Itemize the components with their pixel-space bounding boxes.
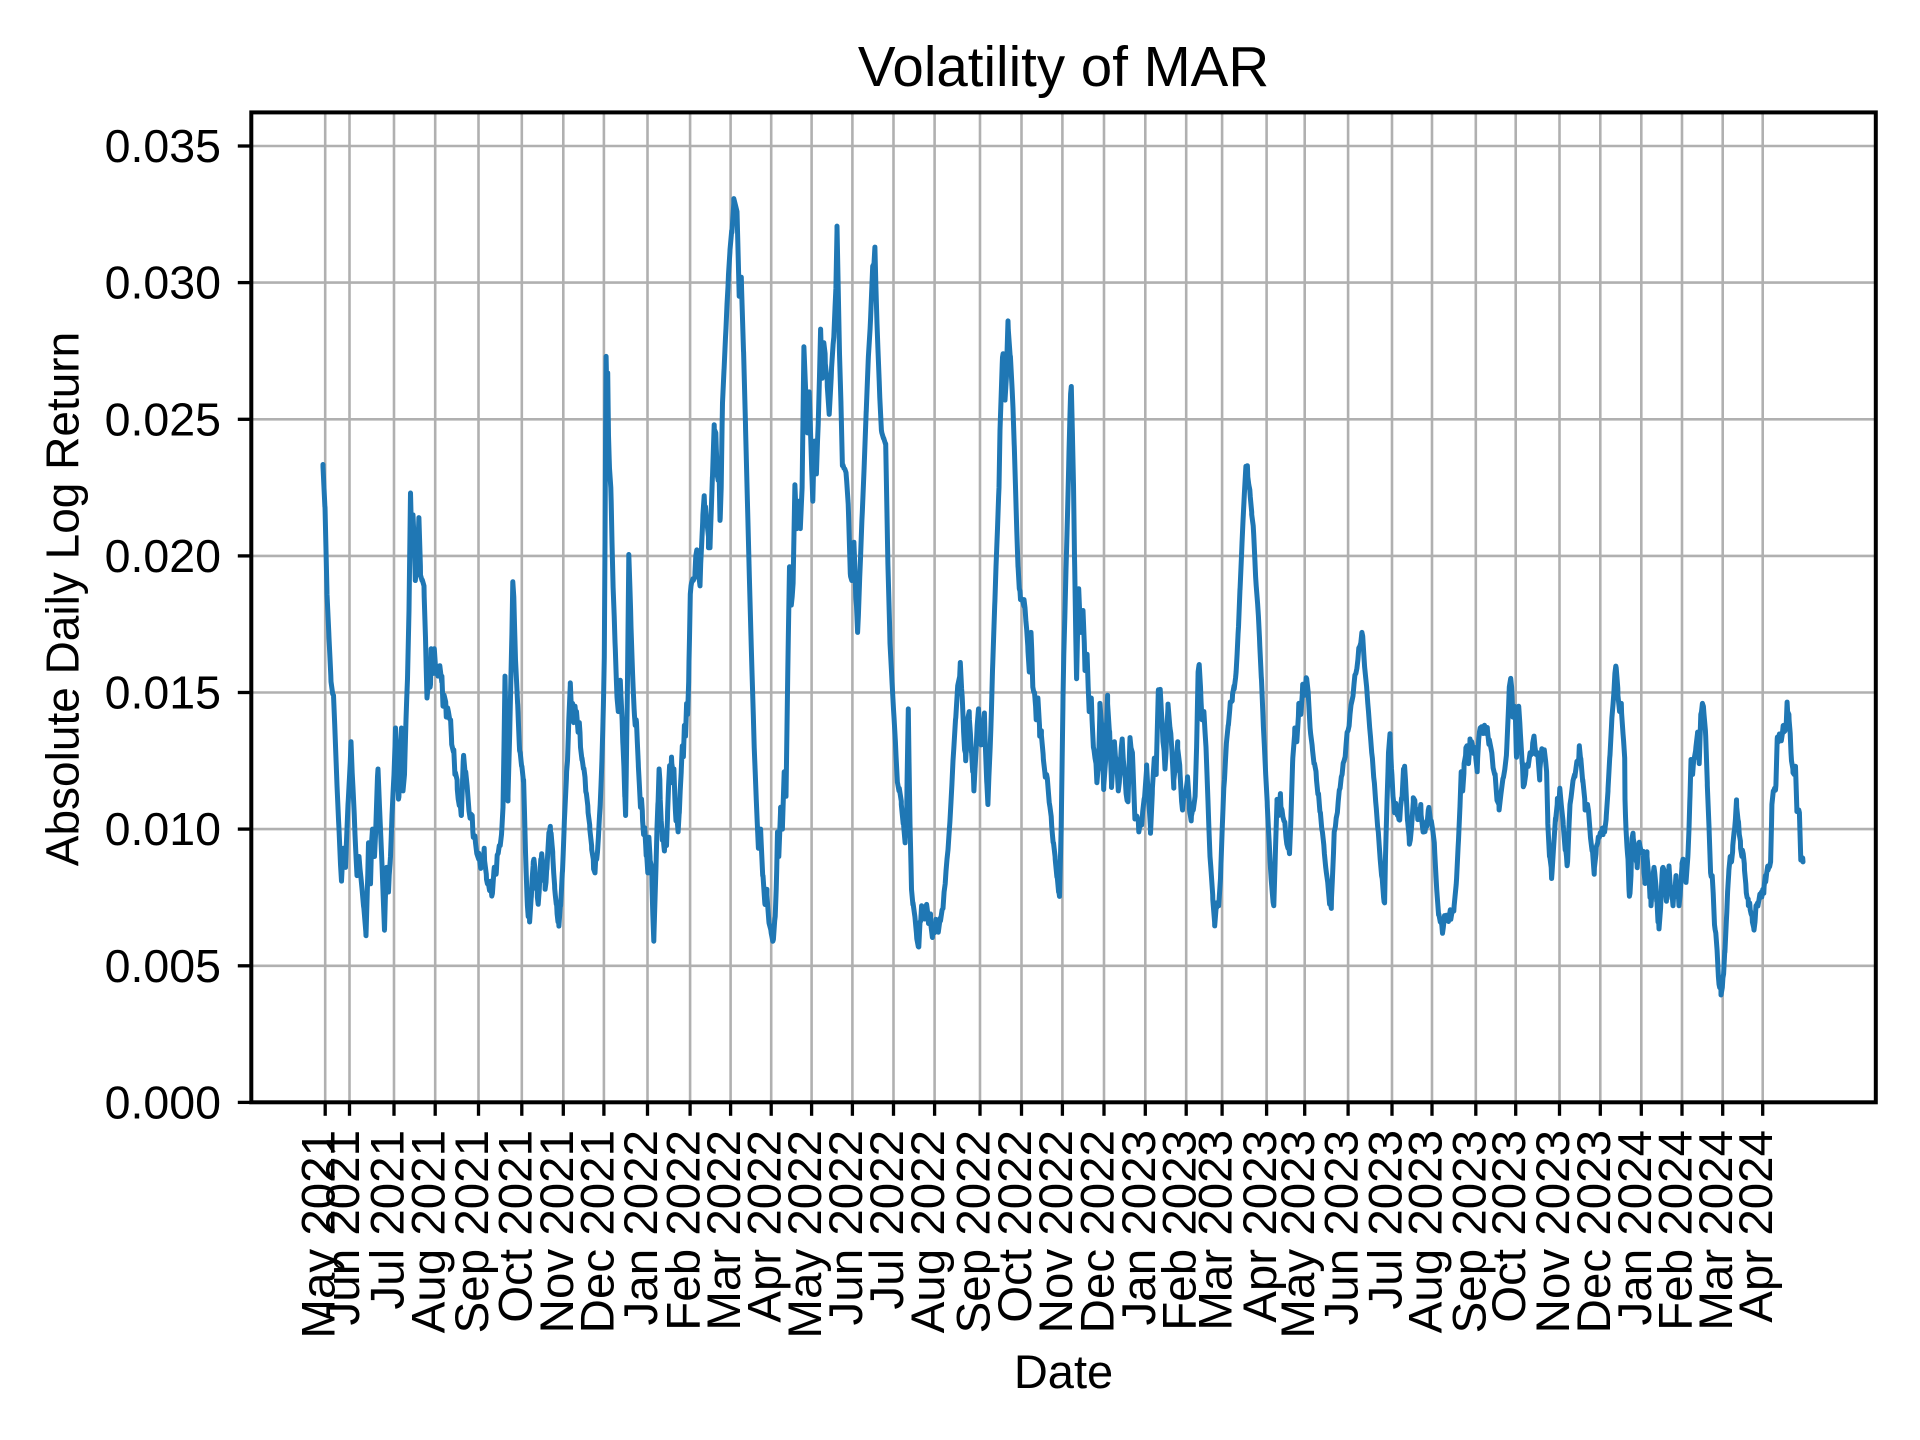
svg-text:May 2021: May 2021 xyxy=(293,1130,346,1339)
svg-text:Volatility of MAR: Volatility of MAR xyxy=(858,35,1269,98)
svg-text:0.005: 0.005 xyxy=(105,940,221,992)
svg-text:Jul 2022: Jul 2022 xyxy=(861,1130,914,1310)
svg-text:Jan 2022: Jan 2022 xyxy=(615,1130,668,1325)
svg-text:0.035: 0.035 xyxy=(105,120,221,172)
svg-text:Jan 2024: Jan 2024 xyxy=(1609,1130,1662,1325)
svg-text:Aug 2021: Aug 2021 xyxy=(403,1130,456,1333)
svg-text:Oct 2023: Oct 2023 xyxy=(1483,1130,1536,1323)
svg-text:Mar 2022: Mar 2022 xyxy=(698,1130,751,1331)
svg-text:0.020: 0.020 xyxy=(105,530,221,582)
svg-text:Nov 2022: Nov 2022 xyxy=(1030,1130,1083,1333)
svg-text:Dec 2022: Dec 2022 xyxy=(1072,1130,1125,1333)
svg-text:Nov 2023: Nov 2023 xyxy=(1527,1130,1580,1333)
svg-text:Oct 2021: Oct 2021 xyxy=(489,1130,542,1323)
svg-text:Aug 2022: Aug 2022 xyxy=(902,1130,955,1333)
svg-text:May 2023: May 2023 xyxy=(1272,1130,1325,1339)
svg-text:Apr 2022: Apr 2022 xyxy=(739,1130,792,1323)
svg-text:Sep 2022: Sep 2022 xyxy=(948,1130,1001,1333)
svg-text:Jun 2022: Jun 2022 xyxy=(820,1130,873,1325)
svg-text:Absolute Daily Log Return: Absolute Daily Log Return xyxy=(37,332,89,866)
svg-text:Date: Date xyxy=(1014,1345,1113,1398)
svg-text:Mar 2023: Mar 2023 xyxy=(1190,1130,1243,1331)
svg-text:May 2022: May 2022 xyxy=(779,1130,832,1339)
svg-text:0.000: 0.000 xyxy=(105,1076,221,1128)
svg-text:0.015: 0.015 xyxy=(105,667,221,719)
svg-text:Oct 2022: Oct 2022 xyxy=(989,1130,1042,1323)
svg-text:Jan 2023: Jan 2023 xyxy=(1113,1130,1166,1325)
svg-text:0.010: 0.010 xyxy=(105,803,221,855)
svg-text:Nov 2021: Nov 2021 xyxy=(531,1130,584,1333)
svg-text:Sep 2021: Sep 2021 xyxy=(446,1130,499,1333)
svg-text:Jun 2023: Jun 2023 xyxy=(1316,1130,1369,1325)
svg-text:Jun 2021: Jun 2021 xyxy=(317,1130,370,1325)
svg-text:0.025: 0.025 xyxy=(105,393,221,445)
svg-text:Mar 2024: Mar 2024 xyxy=(1690,1130,1743,1331)
svg-text:Sep 2023: Sep 2023 xyxy=(1443,1130,1496,1333)
svg-text:0.030: 0.030 xyxy=(105,257,221,309)
svg-text:Apr 2023: Apr 2023 xyxy=(1234,1130,1287,1323)
svg-text:Feb 2024: Feb 2024 xyxy=(1650,1130,1703,1331)
svg-text:Jul 2023: Jul 2023 xyxy=(1360,1130,1413,1310)
svg-text:Dec 2023: Dec 2023 xyxy=(1568,1130,1621,1333)
svg-text:Dec 2021: Dec 2021 xyxy=(571,1130,624,1333)
svg-text:Feb 2023: Feb 2023 xyxy=(1154,1130,1207,1331)
svg-text:Jul 2021: Jul 2021 xyxy=(362,1130,415,1310)
svg-text:Feb 2022: Feb 2022 xyxy=(658,1130,711,1331)
svg-text:Aug 2023: Aug 2023 xyxy=(1400,1130,1453,1333)
svg-text:Apr 2024: Apr 2024 xyxy=(1730,1130,1783,1323)
